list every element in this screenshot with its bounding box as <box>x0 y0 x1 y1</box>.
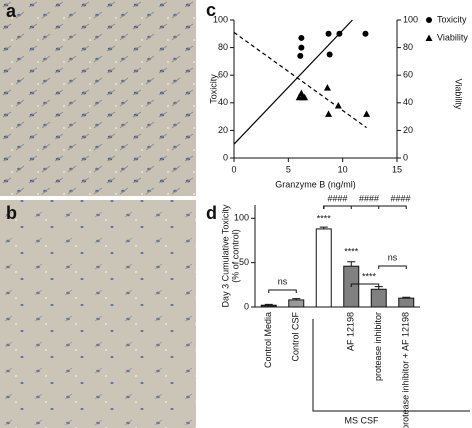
bar <box>315 228 332 308</box>
bracket <box>323 205 407 209</box>
error-bar <box>264 303 273 306</box>
micrograph-b <box>0 200 196 428</box>
marker-triangle <box>323 84 331 91</box>
y2-axis-label: Viability <box>454 79 464 110</box>
annotation: #### <box>359 193 379 203</box>
y-tick-label: 0 <box>223 152 228 162</box>
x-axis-label: Granzyme B (ng/ml) <box>275 179 356 189</box>
y2-tick-label: 0 <box>403 152 408 162</box>
y2-tick-label: 100 <box>403 14 418 24</box>
micrograph-a <box>0 0 196 196</box>
annotation: **** <box>344 246 359 256</box>
y-axis-label: Toxicity <box>208 74 218 104</box>
x-tick-label: 15 <box>392 164 402 174</box>
panel-label: c <box>206 0 216 20</box>
y-tick-label: 60 <box>218 70 228 80</box>
marker-circle <box>298 44 305 51</box>
annotation: #### <box>327 193 347 203</box>
bar <box>260 304 277 308</box>
y2-tick-label: 20 <box>403 125 413 135</box>
fit-line <box>233 19 353 145</box>
y-axis-label: (% of control) <box>230 229 240 283</box>
x-tick-label: 5 <box>286 164 291 174</box>
bar <box>288 299 305 308</box>
panel-label: b <box>6 203 17 223</box>
error-bar <box>402 296 411 299</box>
x-tick-label: 0 <box>231 164 236 174</box>
annotation: **** <box>317 213 332 223</box>
marker-circle <box>325 30 332 37</box>
fit-line <box>233 31 367 129</box>
x-tick-label: Control CSF <box>291 312 301 362</box>
annotation: ns <box>278 276 288 286</box>
panel-label: a <box>6 1 17 21</box>
y-tick-label: 80 <box>218 42 228 52</box>
x-tick-label: AF 12198 <box>346 312 356 351</box>
bar <box>398 297 415 308</box>
marker-triangle <box>297 89 305 97</box>
error-bar <box>292 298 301 300</box>
y-tick-label: 50 <box>239 257 249 267</box>
bracket <box>378 265 407 269</box>
bar <box>370 288 387 308</box>
marker-circle <box>362 30 369 37</box>
marker-triangle <box>334 102 342 109</box>
legend-label: Toxicity <box>437 14 467 24</box>
y-tick-label: 100 <box>213 14 228 24</box>
group-label: MS CSF <box>344 415 379 425</box>
marker-triangle <box>325 110 333 117</box>
x-tick-label: Control Media <box>263 312 273 368</box>
annotation: ns <box>388 252 398 262</box>
marker-circle <box>326 51 333 58</box>
x-tick-label: protease inhibitor <box>373 312 383 381</box>
y-tick-label: 100 <box>234 213 249 223</box>
marker-circle <box>336 30 343 37</box>
marker-triangle <box>425 34 433 41</box>
y-tick-label: 40 <box>218 97 228 107</box>
y2-tick-label: 60 <box>403 70 413 80</box>
annotation: #### <box>390 193 410 203</box>
bracket <box>350 283 380 287</box>
marker-triangle <box>363 110 371 117</box>
legend-label: Viability <box>437 32 468 42</box>
y-tick-label: 20 <box>218 125 228 135</box>
annotation: **** <box>362 271 377 281</box>
marker-circle <box>426 17 432 23</box>
y2-tick-label: 80 <box>403 42 413 52</box>
y-tick-label: 0 <box>244 301 249 311</box>
error-bar <box>319 226 328 229</box>
bracket <box>268 289 297 293</box>
x-tick-label: protease inhibitor + AF 12198 <box>401 312 411 428</box>
marker-triangle <box>301 93 309 101</box>
y-axis-label: Day 3 Cumulative Toxicity <box>220 204 230 307</box>
axes <box>233 20 398 159</box>
error-bar <box>347 261 356 267</box>
panel-label: d <box>206 203 217 223</box>
y2-tick-label: 40 <box>403 97 413 107</box>
marker-circle <box>297 52 304 59</box>
x-tick-label: 10 <box>338 164 348 174</box>
marker-circle <box>298 34 305 41</box>
group-bracket <box>312 319 470 412</box>
